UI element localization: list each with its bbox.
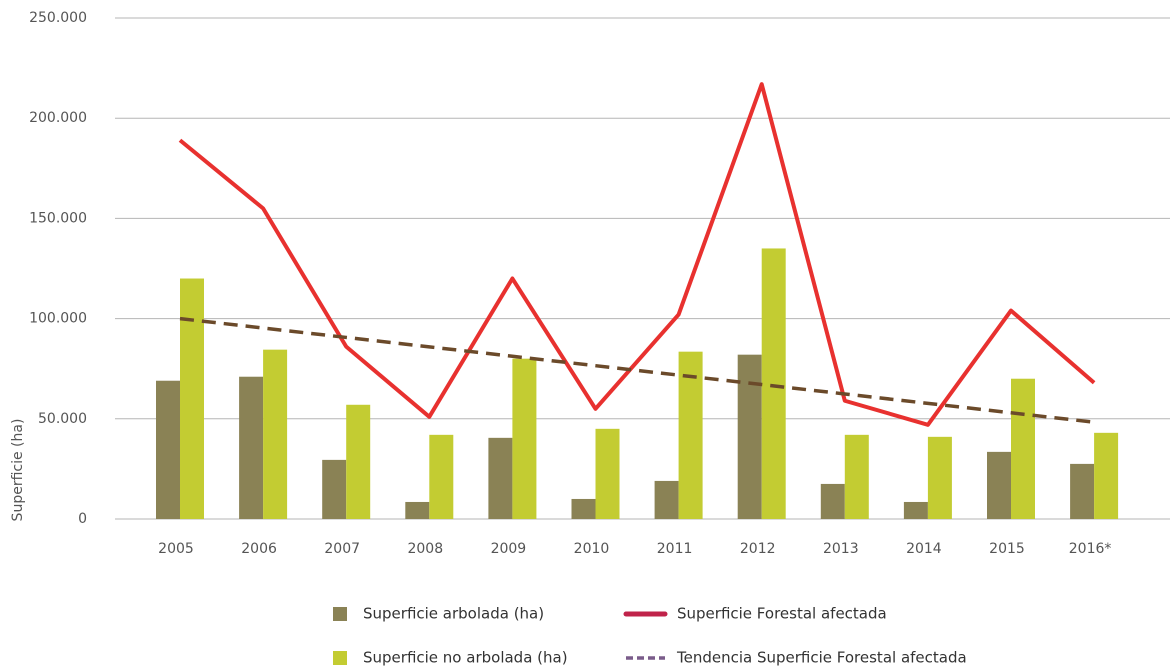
bar (1011, 378, 1035, 519)
legend-label: Tendencia Superficie Forestal afectada (676, 649, 967, 667)
bar (488, 437, 513, 519)
y-tick-label: 200.000 (29, 110, 87, 126)
x-tick-label: 2009 (491, 541, 527, 557)
y-tick-label: 0 (78, 511, 87, 527)
bar (678, 351, 703, 519)
bar (1070, 463, 1095, 519)
bar (429, 434, 454, 519)
legend-swatch (333, 607, 347, 621)
bar (1094, 432, 1119, 519)
legend-label: Superficie no arbolada (ha) (363, 649, 568, 667)
bar (239, 376, 264, 519)
bar (595, 428, 620, 519)
bar (761, 248, 786, 519)
y-tick-label: 250.000 (29, 10, 87, 26)
legend-label: Superficie Forestal afectada (677, 605, 887, 623)
x-tick-label: 2005 (158, 541, 194, 557)
bar (180, 278, 204, 519)
bar (987, 451, 1011, 519)
x-tick-label: 2008 (407, 541, 443, 557)
bar (156, 380, 180, 519)
x-tick-label: 2006 (241, 541, 277, 557)
trend-line (179, 316, 1095, 424)
x-tick-label: 2016* (1069, 541, 1112, 557)
legend-swatch (333, 651, 347, 665)
bar (405, 501, 430, 519)
bar (903, 501, 928, 519)
y-tick-label: 100.000 (29, 311, 87, 327)
y-tick-label: 150.000 (29, 210, 87, 226)
x-tick-label: 2007 (324, 541, 360, 557)
bar (927, 436, 952, 519)
x-tick-label: 2014 (906, 541, 942, 557)
legend-label: Superficie arbolada (ha) (363, 605, 544, 623)
x-tick-label: 2010 (574, 541, 610, 557)
bar (346, 404, 371, 519)
bar (512, 358, 537, 519)
bar (322, 459, 347, 519)
bar (737, 354, 762, 519)
x-tick-label: 2015 (989, 541, 1025, 557)
bar (263, 349, 288, 519)
x-tick-label: 2013 (823, 541, 859, 557)
bar (571, 498, 596, 519)
y-axis-label: Superficie (ha) (10, 419, 26, 522)
bar (654, 480, 679, 519)
line (178, 82, 1096, 427)
bar (820, 483, 845, 519)
bar (844, 434, 869, 519)
x-tick-label: 2012 (740, 541, 776, 557)
y-tick-label: 50.000 (38, 411, 87, 427)
x-tick-label: 2011 (657, 541, 693, 557)
